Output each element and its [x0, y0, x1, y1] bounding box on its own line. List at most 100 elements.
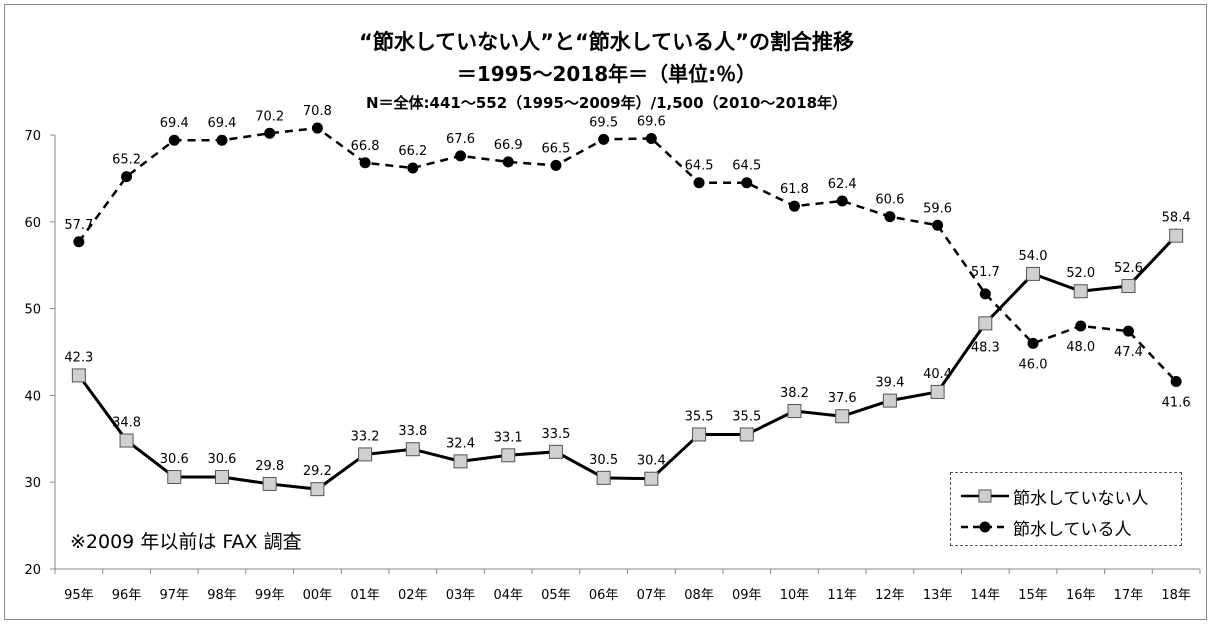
data-label-not-saving: 52.6 [1114, 261, 1143, 276]
x-tick-label: 95年 [64, 588, 94, 603]
data-point-saving [455, 150, 467, 162]
data-label-saving: 67.6 [446, 132, 475, 147]
data-label-saving: 57.7 [64, 218, 93, 233]
data-point-saving [1075, 320, 1087, 332]
data-label-saving: 69.4 [160, 116, 189, 131]
data-point-not-saving [310, 482, 325, 497]
data-label-not-saving: 35.5 [685, 409, 714, 424]
y-tick-label: 70 [24, 129, 41, 144]
data-point-not-saving [71, 368, 86, 383]
chart-subtitle: ＝1995～2018年＝（単位:％） [456, 62, 757, 86]
data-point-not-saving [596, 470, 611, 485]
data-label-not-saving: 34.8 [112, 416, 141, 431]
x-tick-label: 17年 [1114, 588, 1144, 603]
data-label-not-saving: 30.6 [208, 452, 237, 467]
data-point-saving [550, 159, 562, 171]
data-label-saving: 66.5 [541, 141, 570, 156]
x-tick-label: 05年 [541, 588, 571, 603]
data-point-saving [932, 219, 944, 231]
data-label-saving: 47.4 [1114, 345, 1143, 360]
x-tick-label: 07年 [637, 588, 667, 603]
data-label-saving: 65.2 [112, 153, 141, 168]
data-label-not-saving: 40.4 [923, 367, 952, 382]
data-label-not-saving: 29.8 [255, 459, 284, 474]
data-label-not-saving: 33.2 [351, 429, 380, 444]
data-point-not-saving [835, 409, 850, 424]
x-tick-label: 01年 [350, 588, 380, 603]
data-label-not-saving: 48.3 [971, 340, 1000, 355]
chart-sample-note: N＝全体:441～552（1995～2009年）/1,500（2010～2018… [365, 94, 848, 112]
data-point-not-saving [453, 454, 468, 469]
data-point-not-saving [358, 447, 373, 462]
data-point-not-saving [882, 393, 897, 408]
data-point-not-saving [692, 427, 707, 442]
y-tick-label: 60 [24, 216, 41, 231]
data-label-not-saving: 38.2 [780, 386, 809, 401]
x-tick-label: 08年 [684, 588, 714, 603]
data-point-saving [264, 127, 276, 139]
data-label-not-saving: 35.5 [732, 409, 761, 424]
data-label-not-saving: 39.4 [875, 376, 904, 391]
data-label-saving: 64.5 [732, 159, 761, 174]
data-point-not-saving [978, 316, 993, 331]
legend-label-not-saving: 節水していない人 [1013, 489, 1149, 509]
data-point-not-saving [119, 433, 134, 448]
data-point-saving [311, 122, 323, 134]
data-point-not-saving [405, 442, 420, 457]
data-label-saving: 41.6 [1162, 396, 1191, 411]
data-point-not-saving [787, 404, 802, 419]
x-tick-label: 18年 [1161, 588, 1191, 603]
chart-title: “節水していない人”と“節水している人”の割合推移 [359, 30, 854, 54]
data-point-saving [979, 288, 991, 300]
x-tick-label: 15年 [1018, 588, 1048, 603]
data-point-saving [645, 132, 657, 144]
y-tick-label: 20 [24, 563, 41, 578]
legend: 節水していない人 節水している人 [950, 472, 1182, 546]
x-tick-label: 97年 [159, 588, 189, 603]
data-label-not-saving: 58.4 [1162, 211, 1191, 226]
x-tick-label: 04年 [493, 588, 523, 603]
data-point-saving [1122, 325, 1134, 337]
y-tick-label: 30 [24, 476, 41, 491]
x-tick-label: 98年 [207, 588, 237, 603]
data-point-saving [168, 134, 180, 146]
data-point-not-saving [167, 469, 182, 484]
data-point-not-saving [1073, 284, 1088, 299]
data-point-saving [359, 157, 371, 169]
x-tick-label: 11年 [827, 588, 857, 603]
x-tick-label: 96年 [112, 588, 142, 603]
data-point-saving [741, 177, 753, 189]
legend-item-not-saving: 節水していない人 [951, 482, 1181, 509]
x-tick-label: 12年 [875, 588, 905, 603]
data-point-not-saving [644, 471, 659, 486]
data-label-not-saving: 30.5 [589, 453, 618, 468]
data-point-not-saving [214, 469, 229, 484]
data-label-saving: 48.0 [1066, 340, 1095, 355]
data-point-saving [693, 177, 705, 189]
data-label-saving: 60.6 [875, 193, 904, 208]
x-tick-label: 14年 [971, 588, 1001, 603]
data-label-saving: 70.2 [255, 109, 284, 124]
chart-frame [4, 4, 1207, 620]
x-tick-label: 02年 [398, 588, 428, 603]
x-tick-label: 09年 [732, 588, 762, 603]
data-point-saving [788, 200, 800, 212]
data-label-saving: 46.0 [1019, 357, 1048, 372]
data-point-saving [836, 195, 848, 207]
data-label-saving: 59.6 [923, 201, 952, 216]
data-point-saving [216, 134, 228, 146]
legend-label-saving: 節水している人 [1013, 520, 1132, 540]
legend-item-saving: 節水している人 [951, 513, 1181, 540]
data-label-not-saving: 42.3 [64, 350, 93, 365]
data-label-saving: 66.8 [351, 139, 380, 154]
data-point-not-saving [739, 427, 754, 442]
data-label-saving: 64.5 [685, 159, 714, 174]
x-tick-label: 00年 [303, 588, 333, 603]
x-tick-label: 03年 [446, 588, 476, 603]
series-line-not-saving [77, 234, 1178, 491]
data-point-not-saving [548, 444, 563, 459]
data-point-not-saving [262, 476, 277, 491]
data-label-not-saving: 29.2 [303, 464, 332, 479]
data-point-not-saving [1121, 279, 1136, 294]
data-point-saving [73, 236, 85, 248]
